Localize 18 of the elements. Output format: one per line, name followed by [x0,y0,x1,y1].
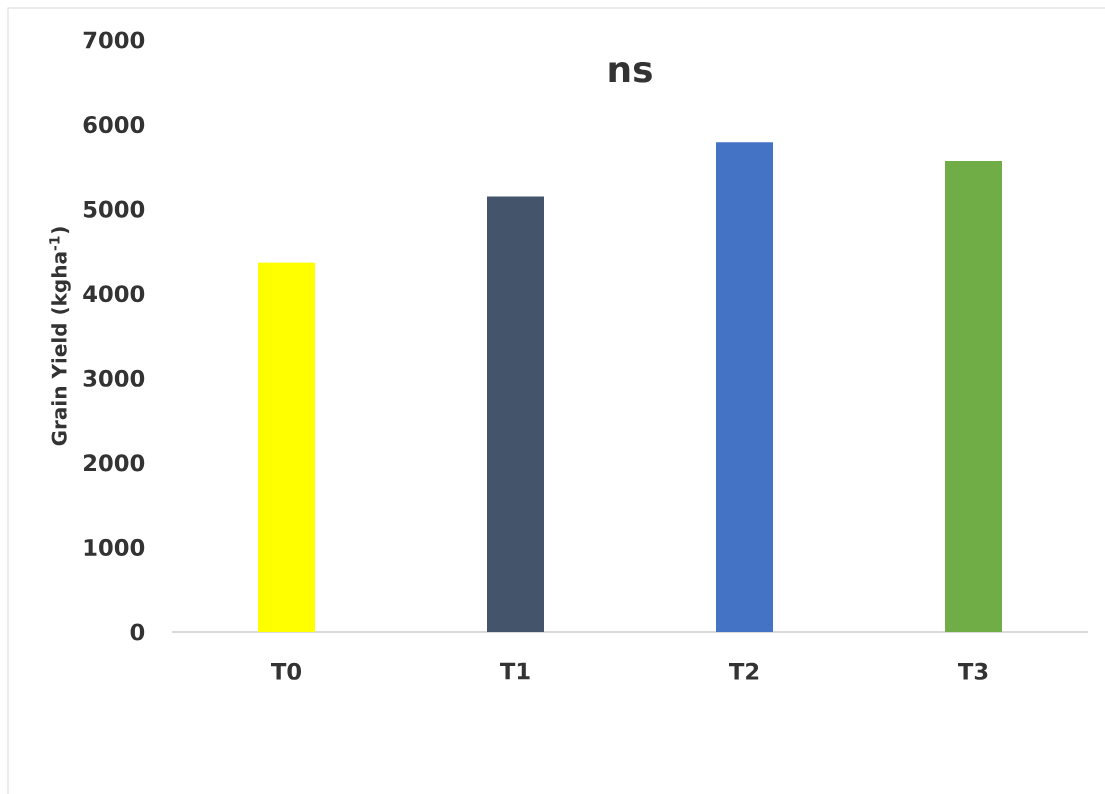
y-tick-label: 2000 [84,454,145,472]
bar [945,160,1003,632]
y-tick-label: 5000 [83,200,145,218]
y-tick-label: 4000 [83,285,145,303]
x-tick-label: T0 [270,662,302,680]
x-tick-label: T1 [500,662,530,680]
y-tick-label: 1000 [84,538,145,556]
y-axis-title: Grain Yield (kgha$^{-1}$) [49,227,71,446]
y-tick-label: 7000 [83,31,145,49]
bar [716,142,774,632]
bar [487,196,545,632]
x-tick-label: T2 [729,662,759,680]
x-tick-label: T3 [958,662,988,680]
y-tick-label: 0 [130,623,145,641]
bar [258,262,315,632]
chart-title: ns [609,61,652,83]
y-tick-label: 3000 [83,369,145,387]
y-tick-label: 6000 [83,115,145,134]
